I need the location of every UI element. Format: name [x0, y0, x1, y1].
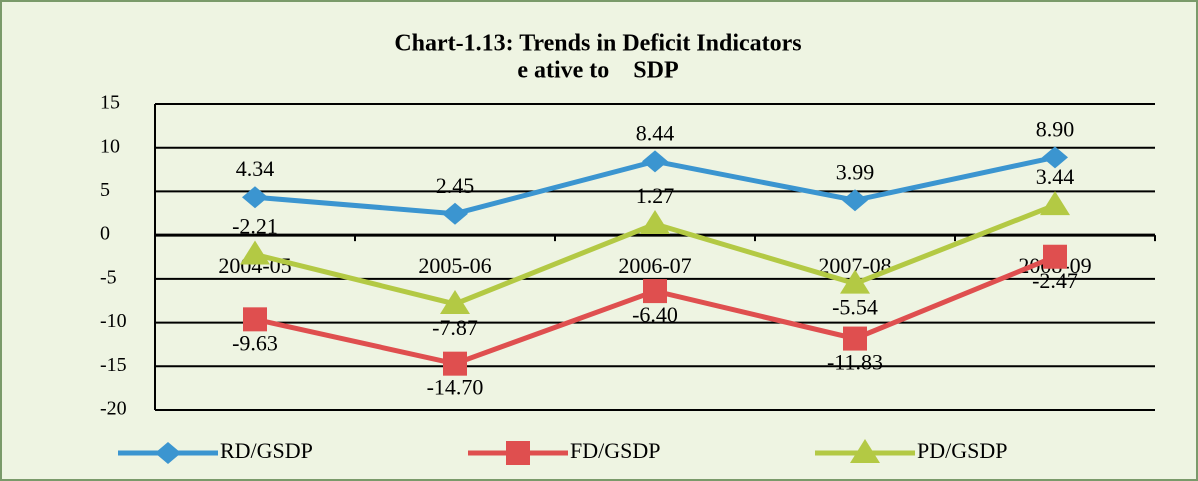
data-label: 8.90 [1036, 116, 1075, 141]
data-point [1040, 191, 1070, 216]
data-label: -5.54 [832, 295, 878, 320]
data-point [842, 189, 868, 212]
data-point [440, 289, 470, 314]
data-point [443, 351, 467, 376]
y-tick-label: 0 [100, 223, 110, 245]
y-tick-label: -10 [100, 310, 127, 332]
data-point [640, 210, 670, 235]
data-label: -9.63 [232, 330, 278, 355]
y-tick-label: -15 [100, 354, 127, 376]
data-label: 8.44 [636, 120, 675, 145]
data-label: 3.99 [836, 159, 875, 184]
y-tick-label: 15 [100, 92, 120, 114]
data-point [642, 150, 668, 173]
x-tick-label: 2006-07 [618, 253, 691, 278]
x-tick-label: 2005-06 [418, 253, 491, 278]
data-label: -7.87 [432, 315, 478, 340]
data-point [1042, 146, 1068, 169]
data-point [840, 269, 870, 294]
data-point [1043, 244, 1067, 269]
data-point [242, 186, 268, 209]
data-label: -2.47 [1032, 268, 1078, 293]
data-point [243, 307, 267, 332]
legend-marker [506, 441, 530, 465]
data-label: 4.34 [236, 156, 275, 181]
legend-label: FD/GSDP [570, 438, 660, 463]
chart-subtitle: e ative to SDP [517, 58, 678, 84]
data-label: 3.44 [1036, 164, 1075, 189]
data-label: -11.83 [827, 350, 883, 375]
data-label: 1.27 [636, 183, 675, 208]
legend-label: RD/GSDP [220, 438, 313, 463]
y-tick-label: -5 [100, 266, 117, 288]
data-point [240, 240, 270, 265]
legend-label: PD/GSDP [917, 438, 1007, 463]
y-tick-label: 5 [100, 179, 110, 201]
y-tick-label: 10 [100, 135, 120, 157]
data-label: -6.40 [632, 302, 678, 327]
data-label: -14.70 [427, 375, 484, 400]
data-label: -2.21 [232, 214, 278, 239]
legend-marker [850, 439, 880, 463]
chart-title: Chart-1.13: Trends in Deficit Indicators [394, 31, 801, 57]
data-point [442, 202, 468, 225]
data-label: 2.45 [436, 173, 475, 198]
data-point [643, 279, 667, 304]
legend-marker [155, 442, 181, 464]
y-tick-label: -20 [100, 398, 127, 420]
data-point [843, 326, 867, 351]
